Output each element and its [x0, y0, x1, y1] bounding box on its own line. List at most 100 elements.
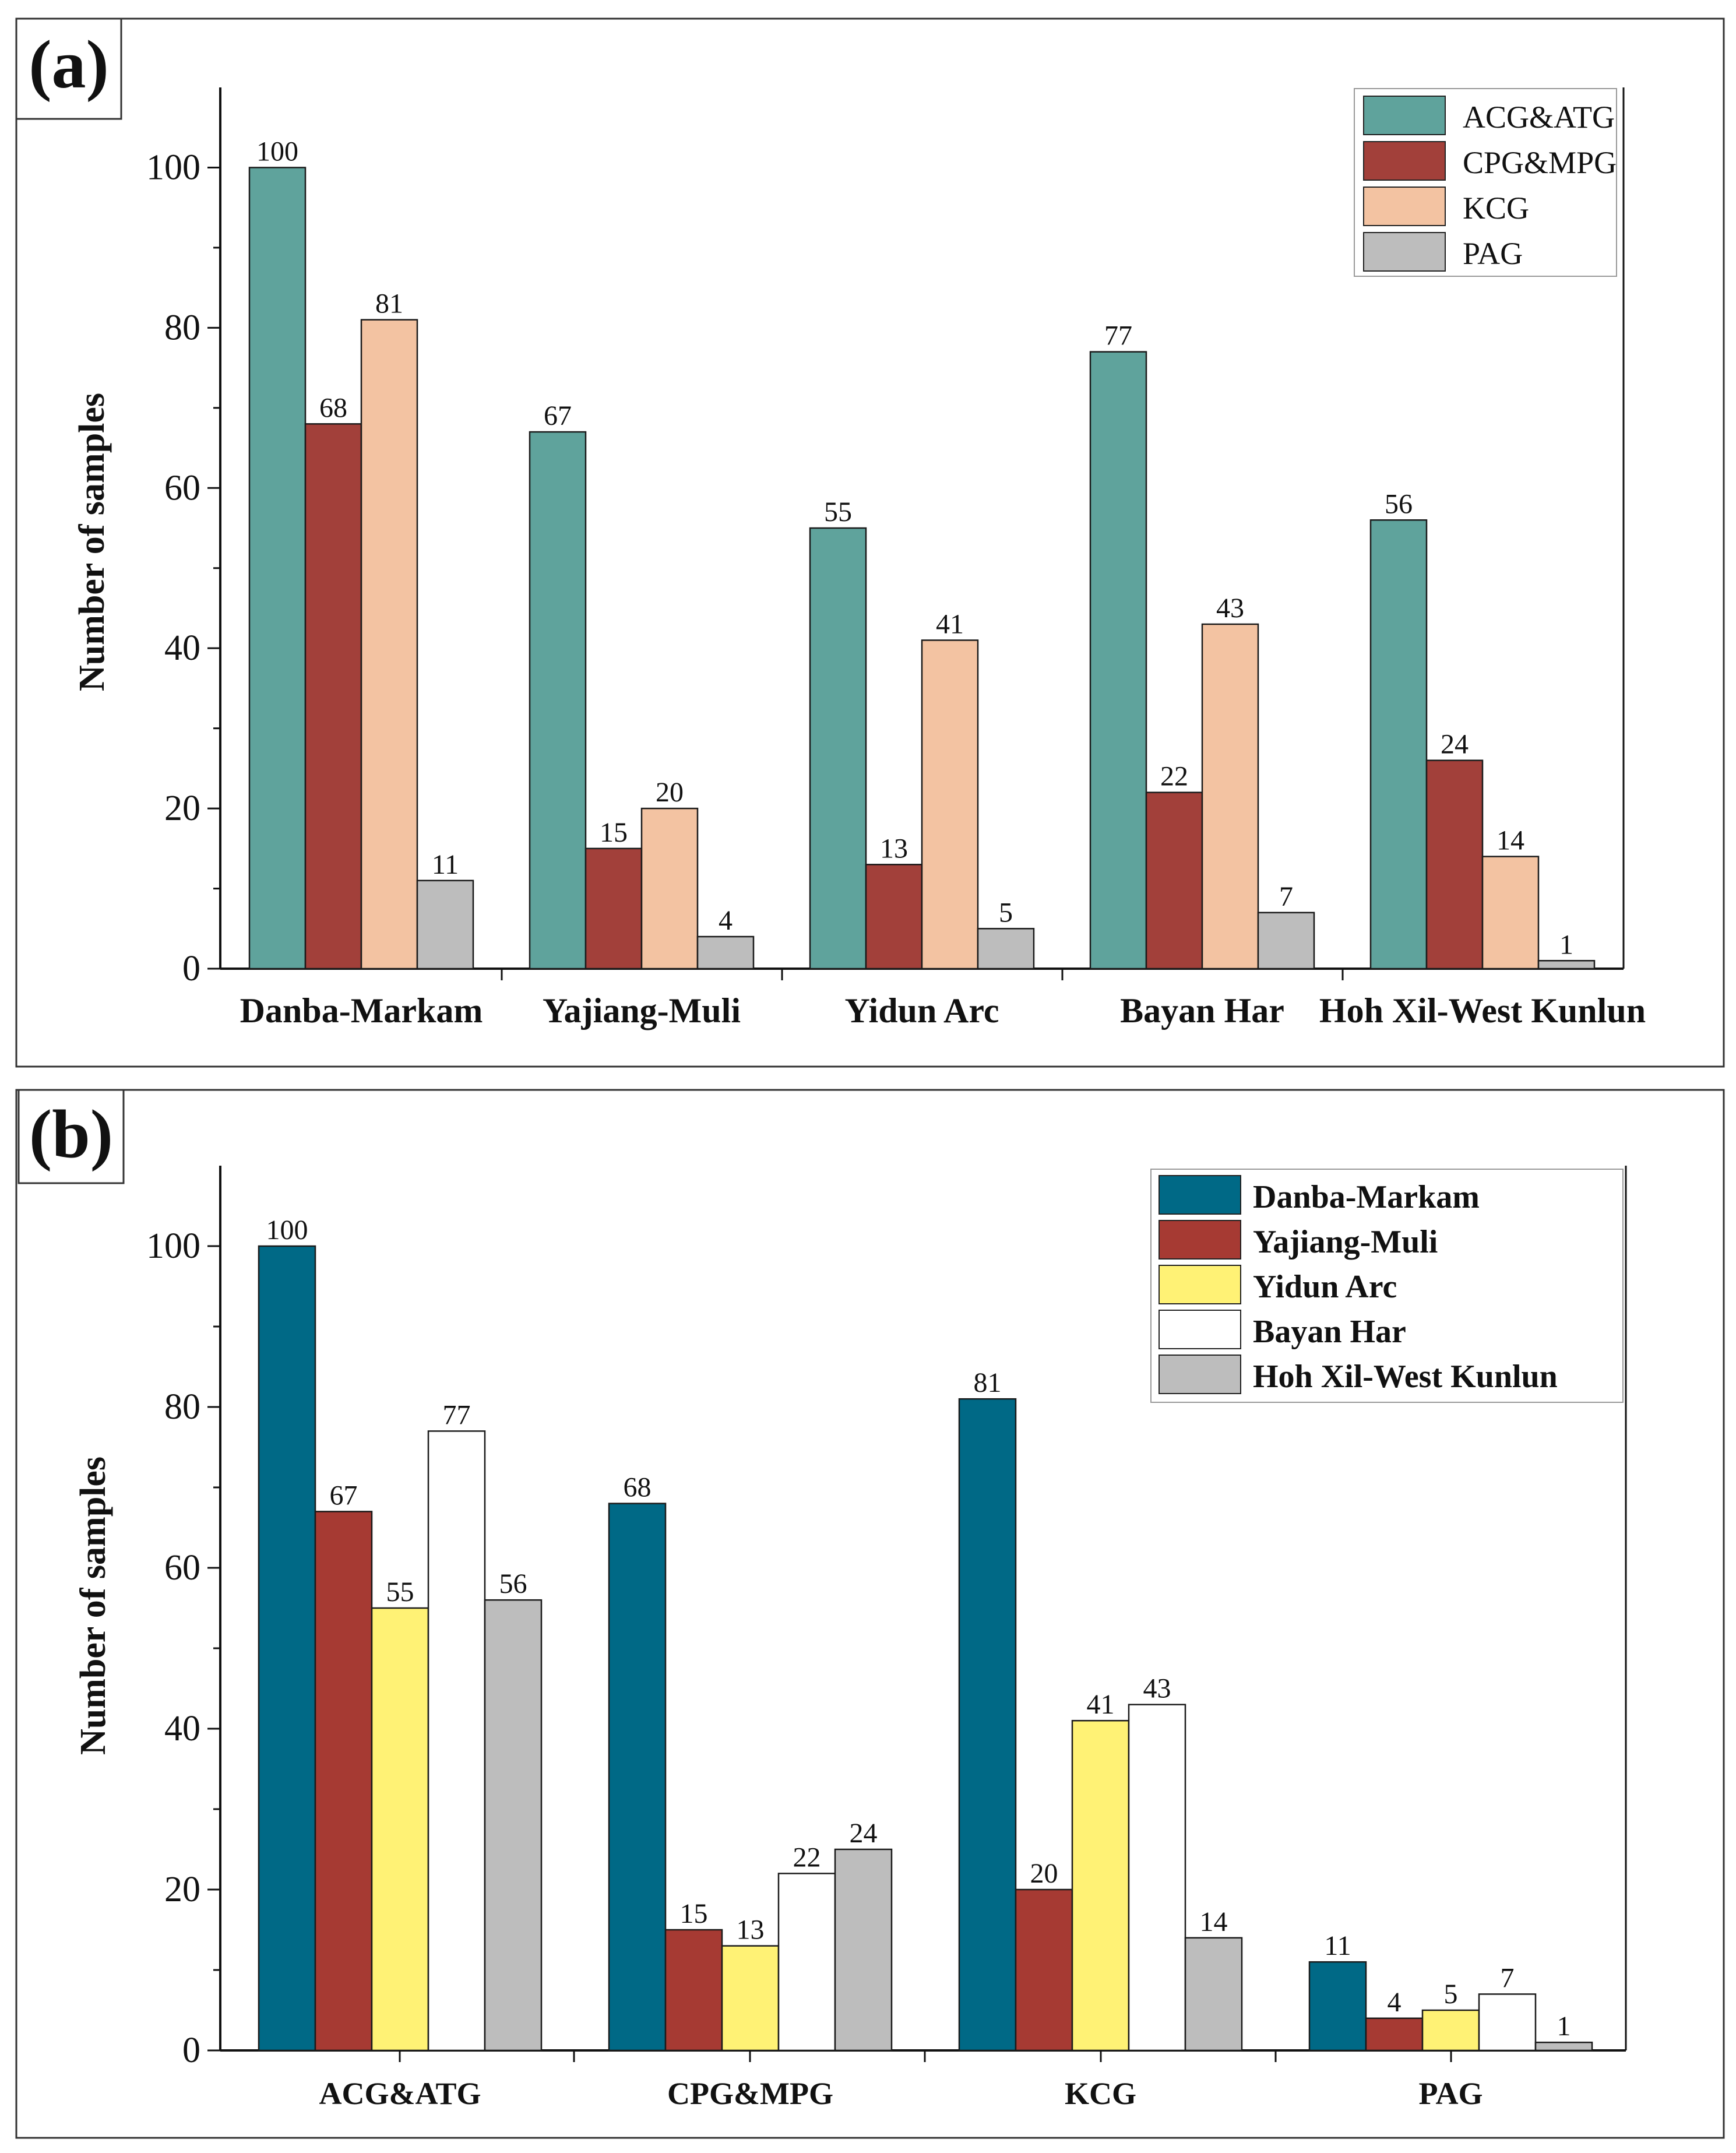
bar [696, 935, 755, 970]
data-label: 4 [1388, 1987, 1402, 2018]
data-label: 11 [432, 849, 459, 880]
data-label: 24 [850, 1818, 878, 1849]
data-label: 14 [1496, 825, 1524, 856]
bar [809, 527, 867, 970]
data-label: 22 [1160, 761, 1188, 792]
data-label: 20 [656, 777, 684, 808]
bar [977, 928, 1035, 970]
y-tick-label: 80 [164, 1387, 200, 1427]
data-label: 15 [600, 817, 628, 848]
legend-swatch [1158, 1310, 1241, 1349]
bar [314, 1511, 373, 2052]
data-label: 81 [974, 1367, 1002, 1398]
legend-item: Hoh Xil-West Kunlun [1158, 1355, 1558, 1395]
legend-label: ACG&ATG [1463, 100, 1615, 135]
bar [1421, 2009, 1480, 2052]
bar [1201, 623, 1259, 970]
data-label: 13 [737, 1915, 765, 1946]
data-label: 5 [1444, 1979, 1458, 2010]
legend-label: Yajiang-Muli [1253, 1224, 1438, 1260]
x-tick-label: Danba-Markam [240, 991, 483, 1030]
bar [484, 1599, 543, 2052]
panel-a: (a) Number of samples 0 20 40 60 80 100 100 68 8… [15, 17, 1725, 1068]
legend-swatch [1363, 141, 1446, 181]
data-label: 13 [880, 833, 908, 864]
data-label: 1 [1559, 929, 1573, 960]
data-label: 55 [386, 1577, 414, 1607]
data-label: 7 [1279, 881, 1293, 912]
panel-b-label-box [17, 1089, 125, 1184]
legend-swatch [1363, 187, 1446, 226]
panel-a-frame [15, 17, 1725, 1068]
bar [777, 1873, 836, 2052]
x-tick-label: Yidun Arc [844, 991, 999, 1030]
y-tick-label: 60 [164, 1548, 200, 1588]
bar [865, 864, 923, 970]
x-tick-label: Bayan Har [1120, 991, 1284, 1030]
data-label: 15 [680, 1898, 708, 1929]
bar [1015, 1888, 1073, 2052]
x-tick-label: Hoh Xil-West Kunlun [1319, 991, 1646, 1030]
data-label: 55 [824, 497, 852, 527]
data-label: 1 [1557, 2011, 1571, 2042]
bar [1128, 1704, 1186, 2052]
data-label: 68 [319, 392, 347, 423]
data-label: 43 [1143, 1673, 1171, 1704]
legend-item: Yajiang-Muli [1158, 1220, 1438, 1260]
data-label: 43 [1216, 593, 1244, 624]
y-tick-label: 40 [164, 628, 200, 668]
legend-item: KCG [1363, 187, 1529, 226]
y-tick-label: 0 [182, 949, 200, 988]
legend-swatch [1158, 1220, 1241, 1260]
data-label: 41 [936, 608, 964, 639]
data-label: 56 [1385, 488, 1413, 519]
x-tick-label: ACG&ATG [319, 2076, 481, 2111]
data-label: 56 [499, 1568, 527, 1599]
legend-label: Danba-Markam [1253, 1179, 1480, 1215]
data-label: 4 [719, 905, 733, 936]
data-label: 11 [1324, 1930, 1351, 1961]
bar [1478, 1993, 1537, 2052]
legend-label: CPG&MPG [1463, 145, 1617, 180]
bar [360, 319, 418, 970]
data-label: 77 [443, 1399, 471, 1430]
bar [416, 880, 474, 970]
y-tick-label: 100 [146, 1226, 200, 1266]
legend-swatch [1363, 96, 1446, 135]
y-tick-label: 20 [164, 789, 200, 828]
legend-swatch [1158, 1355, 1241, 1394]
legend-swatch [1158, 1265, 1241, 1304]
data-label: 7 [1501, 1962, 1515, 1993]
legend-swatch [1363, 232, 1446, 272]
panel-a-label-box [15, 17, 122, 120]
legend-label: Bayan Har [1253, 1314, 1406, 1350]
bar [958, 1398, 1017, 2052]
bar [1145, 791, 1203, 970]
bar [1257, 912, 1315, 970]
x-tick-label: CPG&MPG [667, 2076, 833, 2111]
bar [1071, 1719, 1130, 2052]
panel-a-label: (a) [29, 26, 109, 103]
bar [529, 431, 587, 970]
bar [1481, 856, 1540, 970]
data-label: 5 [999, 897, 1013, 928]
bar [248, 167, 307, 970]
bar [664, 1929, 723, 2052]
data-label: 22 [793, 1842, 821, 1873]
y-tick-label: 60 [164, 468, 200, 508]
y-tick-label: 40 [164, 1709, 200, 1749]
y-tick-label: 80 [164, 308, 200, 347]
data-label: 77 [1104, 321, 1132, 351]
bar [371, 1607, 429, 2052]
legend-label: Yidun Arc [1253, 1269, 1397, 1305]
legend-item: CPG&MPG [1363, 141, 1617, 181]
data-label: 100 [256, 136, 298, 167]
x-tick-label: PAG [1419, 2076, 1483, 2111]
legend-item: Danba-Markam [1158, 1175, 1480, 1215]
bar [1537, 960, 1596, 970]
legend-item: ACG&ATG [1363, 96, 1615, 135]
bar [1534, 2041, 1593, 2052]
data-label: 68 [624, 1472, 652, 1503]
